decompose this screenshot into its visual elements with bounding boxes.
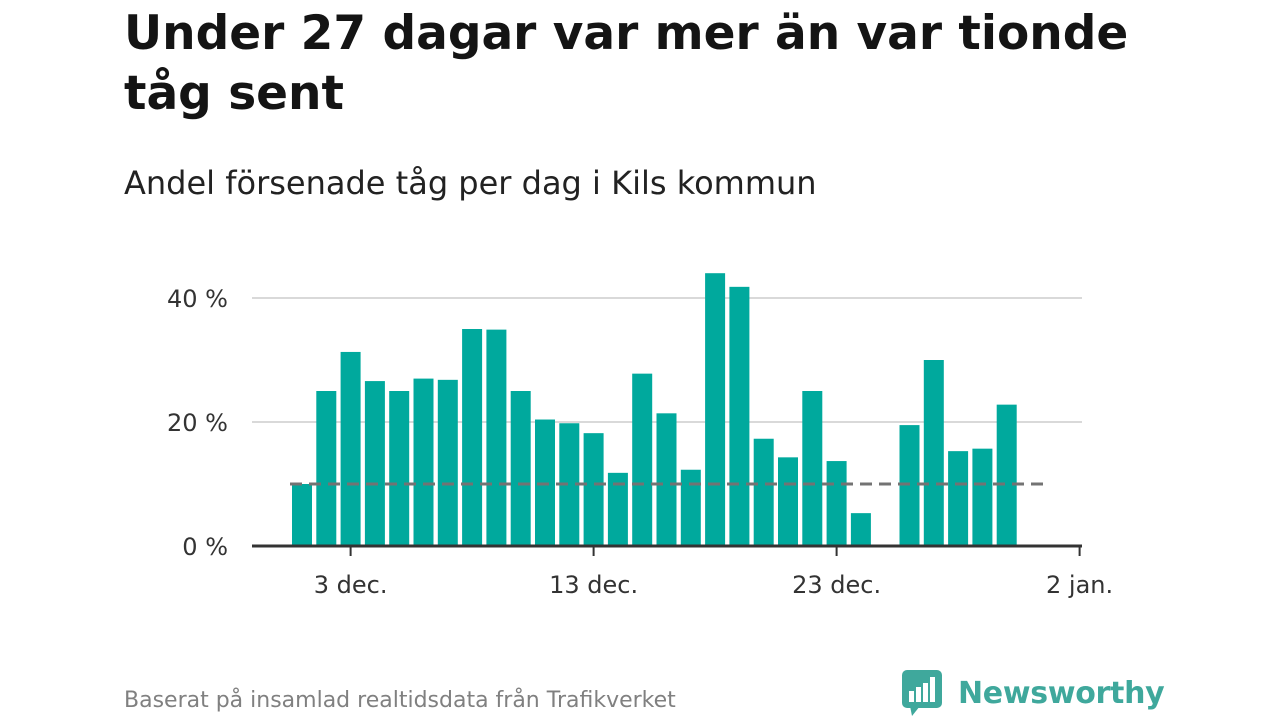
bar — [972, 448, 993, 546]
x-axis: 3 dec. 13 dec. 23 dec. 2 jan. — [252, 544, 1113, 599]
y-axis-labels: 0 % 20 % 40 % — [167, 285, 228, 561]
bar — [486, 329, 507, 546]
bar-chart: 0 % 20 % 40 % 3 dec. 13 dec. 23 dec. 2 jan. — [167, 273, 1113, 599]
source-note: Baserat på insamlad realtidsdata från Tr… — [124, 688, 676, 713]
bar — [389, 391, 410, 546]
bars — [292, 273, 1017, 546]
bar — [632, 373, 653, 546]
brand-name: Newsworthy — [958, 675, 1165, 711]
bar — [292, 484, 312, 546]
bar — [364, 381, 385, 546]
chart-title: Under 27 dagar var mer än var tionde tåg… — [124, 6, 1129, 121]
bar — [462, 329, 483, 546]
bar — [607, 472, 628, 546]
bar — [340, 351, 361, 546]
bar — [753, 438, 774, 546]
bar — [899, 425, 920, 546]
y-tick-label: 40 % — [167, 285, 228, 313]
bar — [778, 457, 798, 546]
bar — [948, 451, 969, 546]
x-tick-label: 13 dec. — [549, 571, 638, 599]
x-tick-label: 23 dec. — [792, 571, 881, 599]
x-tick-label: 2 jan. — [1046, 571, 1113, 599]
bar — [437, 379, 458, 546]
x-tick-label: 3 dec. — [314, 571, 388, 599]
bar-chart-bubble-icon — [902, 670, 942, 716]
bar — [850, 513, 871, 546]
bar — [510, 391, 531, 546]
brand-logo: Newsworthy — [902, 670, 1165, 716]
y-tick-label: 20 % — [167, 409, 228, 437]
bar — [923, 360, 944, 546]
bar — [705, 273, 726, 546]
bar — [826, 461, 847, 546]
bar — [559, 423, 580, 546]
y-tick-label: 0 % — [182, 533, 228, 561]
bar — [802, 391, 823, 546]
bar — [316, 391, 337, 546]
bar — [583, 433, 604, 546]
bar — [729, 286, 750, 546]
bar — [996, 404, 1017, 546]
bar — [413, 378, 434, 546]
bar — [656, 413, 677, 546]
bar — [680, 469, 701, 546]
chart-subtitle: Andel försenade tåg per dag i Kils kommu… — [124, 164, 817, 202]
